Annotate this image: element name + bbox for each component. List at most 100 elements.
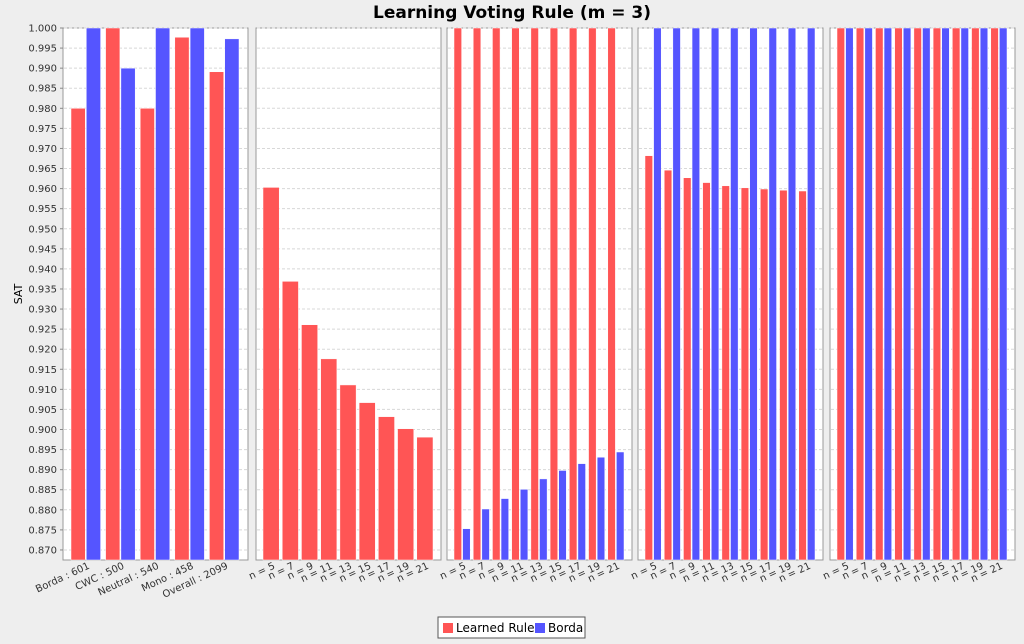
bar-borda [845, 27, 854, 561]
bar-learned-rule [174, 36, 190, 561]
panel-5: n = 5n = 7n = 9n = 11n = 13n = 15n = 17n… [821, 27, 1016, 585]
bar-borda [462, 528, 471, 561]
bar-borda [596, 456, 606, 561]
y-tick-label: 0.970 [28, 144, 57, 155]
legend-swatch-learned-rule [443, 623, 453, 633]
bar-borda [189, 27, 205, 561]
bar-learned-rule [472, 27, 482, 561]
bar-learned-rule [339, 384, 357, 561]
bar-borda [120, 67, 136, 561]
bar-borda [807, 27, 816, 561]
bar-borda [558, 470, 567, 561]
bar-learned-rule [644, 155, 653, 561]
bar-learned-rule [492, 27, 501, 561]
chart-title: Learning Voting Rule (m = 3) [373, 3, 651, 23]
panel-2: n = 5n = 7n = 9n = 11n = 13n = 15n = 17n… [247, 27, 442, 585]
y-tick-label: 0.895 [28, 445, 57, 456]
bar-learned-rule [588, 27, 597, 561]
y-tick-label: 0.980 [28, 104, 57, 115]
bar-learned-rule [663, 169, 673, 561]
legend-label-borda: Borda [548, 621, 583, 635]
bar-borda [155, 27, 171, 561]
y-tick-label: 0.885 [28, 485, 57, 496]
bar-learned-rule [378, 416, 395, 561]
y-tick-label: 0.950 [28, 224, 57, 235]
bar-borda [691, 27, 700, 561]
bar-learned-rule [875, 27, 884, 561]
bar-learned-rule [855, 27, 865, 561]
bar-borda [577, 463, 586, 561]
y-tick-label: 0.935 [28, 284, 57, 295]
bar-borda [653, 27, 662, 561]
bar-borda [922, 27, 931, 561]
bar-learned-rule [760, 188, 769, 561]
bar-learned-rule [416, 436, 434, 561]
bar-borda [520, 489, 529, 561]
legend-label-learned-rule: Learned Rule [456, 621, 534, 635]
y-tick-label: 0.990 [28, 64, 57, 75]
bar-learned-rule [70, 108, 86, 561]
bar-borda [960, 27, 969, 561]
bar-learned-rule [320, 358, 338, 561]
bar-learned-rule [511, 27, 520, 561]
panel-3: n = 5n = 7n = 9n = 11n = 13n = 15n = 17n… [438, 27, 633, 585]
bar-learned-rule [358, 402, 376, 561]
y-tick-label: 0.910 [28, 385, 57, 396]
bar-borda [768, 27, 777, 561]
y-tick-label: 0.880 [28, 505, 57, 516]
y-tick-label: 0.900 [28, 425, 57, 436]
legend[interactable]: Learned Rule Borda [437, 616, 586, 639]
y-tick-label: 0.955 [28, 204, 57, 215]
y-tick-label: 0.960 [28, 184, 57, 195]
bar-borda [539, 478, 548, 561]
bar-borda [616, 451, 625, 561]
bar-borda [787, 27, 797, 561]
bar-learned-rule [607, 27, 616, 561]
y-tick-label: 0.930 [28, 305, 57, 316]
y-tick-label: 0.870 [28, 545, 57, 556]
bar-learned-rule [798, 190, 807, 561]
bar-borda [999, 27, 1008, 561]
panel-4: n = 5n = 7n = 9n = 11n = 13n = 15n = 17n… [629, 27, 824, 585]
y-tick-label: 0.940 [28, 264, 57, 275]
y-tick-label: 0.890 [28, 465, 57, 476]
bar-borda [883, 27, 892, 561]
bar-learned-rule [702, 182, 711, 561]
legend-box [437, 616, 586, 639]
bar-learned-rule [683, 177, 692, 561]
bar-borda [749, 27, 758, 561]
y-tick-label: 0.905 [28, 405, 57, 416]
bar-learned-rule [990, 27, 999, 561]
y-tick-label: 0.925 [28, 325, 57, 336]
legend-swatch-borda [535, 623, 545, 633]
bar-borda [481, 508, 490, 561]
y-tick-label: 0.920 [28, 345, 57, 356]
bar-learned-rule [549, 27, 558, 561]
bar-borda [86, 27, 101, 561]
bar-learned-rule [913, 27, 922, 561]
bar-borda [224, 38, 240, 561]
y-tick-label: 0.875 [28, 525, 57, 536]
y-tick-label: 0.965 [28, 164, 57, 175]
bar-learned-rule [281, 281, 299, 561]
bar-borda [672, 27, 681, 561]
bar-learned-rule [530, 27, 539, 561]
bar-learned-rule [836, 27, 845, 561]
bar-learned-rule [139, 108, 155, 561]
bar-borda [979, 27, 989, 561]
bar-learned-rule [952, 27, 961, 561]
bar-borda [864, 27, 873, 561]
bar-borda [941, 27, 950, 561]
bar-borda [903, 27, 912, 561]
bar-learned-rule [721, 185, 730, 561]
bar-learned-rule [569, 27, 578, 561]
y-tick-label: 0.995 [28, 44, 57, 55]
bar-learned-rule [262, 187, 280, 561]
y-axis-ticks: 0.870 0.875 0.880 0.885 0.890 0.895 0.900 0.905… [28, 24, 63, 556]
bar-learned-rule [779, 189, 788, 561]
bar-learned-rule [397, 428, 415, 561]
